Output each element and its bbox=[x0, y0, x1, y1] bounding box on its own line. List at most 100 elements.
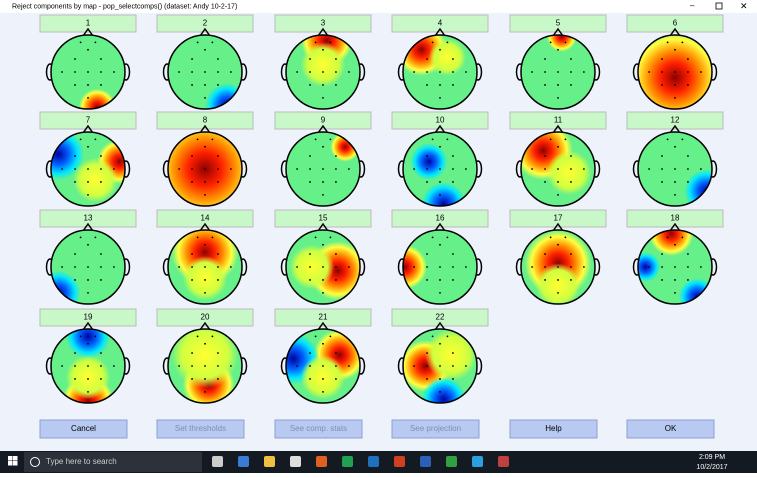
electrode bbox=[196, 236, 199, 239]
electrode bbox=[87, 145, 89, 148]
component-button[interactable] bbox=[274, 209, 372, 228]
component-label: 15 bbox=[319, 214, 328, 223]
component-button[interactable] bbox=[39, 308, 137, 327]
action-button[interactable] bbox=[391, 419, 480, 439]
windows-logo bbox=[13, 461, 18, 466]
electrode bbox=[661, 168, 663, 170]
electrode bbox=[531, 266, 533, 268]
component-button[interactable] bbox=[156, 308, 254, 327]
electrode bbox=[583, 168, 585, 170]
electrode bbox=[74, 365, 76, 367]
field-blob bbox=[546, 35, 577, 52]
electrode bbox=[87, 168, 89, 170]
electrode bbox=[661, 71, 663, 73]
electrode bbox=[439, 243, 441, 246]
component-button[interactable] bbox=[274, 111, 372, 130]
component-label: 22 bbox=[436, 313, 445, 322]
component-button[interactable] bbox=[156, 111, 254, 130]
electrode bbox=[322, 71, 324, 73]
action-button[interactable] bbox=[509, 419, 598, 439]
electrode bbox=[87, 365, 89, 367]
electrode bbox=[100, 71, 102, 73]
electrode bbox=[217, 279, 219, 281]
electrode bbox=[681, 236, 684, 239]
electrode bbox=[465, 168, 467, 170]
electrode bbox=[674, 71, 676, 73]
search-box[interactable] bbox=[24, 452, 202, 472]
component-button[interactable] bbox=[509, 111, 607, 130]
head-outline bbox=[285, 229, 361, 305]
electrode bbox=[191, 71, 193, 73]
component-button[interactable] bbox=[626, 14, 724, 33]
electrode bbox=[439, 97, 441, 99]
electrode bbox=[674, 168, 676, 170]
button-label: Cancel bbox=[71, 424, 96, 433]
component-button[interactable] bbox=[509, 14, 607, 33]
component-button[interactable] bbox=[39, 14, 137, 33]
component-button[interactable] bbox=[156, 209, 254, 228]
component-button[interactable] bbox=[626, 209, 724, 228]
field-blob bbox=[171, 329, 239, 389]
electrode bbox=[439, 365, 441, 367]
electrode bbox=[426, 84, 428, 86]
minimize[interactable]: – bbox=[690, 1, 695, 10]
electrode bbox=[178, 71, 181, 73]
action-button[interactable] bbox=[156, 419, 245, 439]
electrode bbox=[570, 266, 572, 268]
electrode bbox=[329, 236, 332, 239]
electrode bbox=[452, 58, 454, 60]
component-button[interactable] bbox=[626, 111, 724, 130]
electrode bbox=[113, 266, 115, 268]
maximize[interactable] bbox=[715, 2, 723, 10]
electrode bbox=[661, 84, 663, 86]
electrode bbox=[94, 41, 97, 44]
electrode bbox=[661, 266, 663, 268]
component-button[interactable] bbox=[391, 209, 489, 228]
electrode bbox=[413, 266, 415, 268]
electrode bbox=[191, 365, 193, 367]
component-button[interactable] bbox=[391, 308, 489, 327]
electrode bbox=[322, 145, 324, 148]
component-button[interactable] bbox=[391, 14, 489, 33]
electrode bbox=[557, 279, 559, 281]
electrode bbox=[191, 352, 193, 354]
action-button[interactable] bbox=[274, 419, 363, 439]
electrode bbox=[211, 41, 214, 44]
action-button[interactable] bbox=[626, 419, 715, 439]
electrode bbox=[681, 138, 684, 141]
field-blob bbox=[421, 181, 466, 206]
electrode bbox=[413, 71, 415, 73]
electrode bbox=[79, 335, 82, 338]
electrode bbox=[335, 279, 337, 281]
electrode bbox=[178, 266, 181, 268]
electrode bbox=[348, 168, 350, 170]
windows-logo bbox=[13, 456, 18, 461]
nose bbox=[317, 222, 329, 232]
electrode bbox=[570, 71, 572, 73]
electrode bbox=[322, 48, 324, 51]
electrode bbox=[570, 253, 572, 255]
component-label: 12 bbox=[671, 116, 680, 125]
component-button[interactable] bbox=[274, 308, 372, 327]
electrode bbox=[674, 181, 676, 183]
electrode bbox=[661, 253, 663, 255]
nose bbox=[317, 27, 329, 37]
component-button[interactable] bbox=[274, 14, 372, 33]
component-button[interactable] bbox=[39, 111, 137, 130]
action-button[interactable] bbox=[39, 419, 128, 439]
component-button[interactable] bbox=[156, 14, 254, 33]
nose bbox=[82, 124, 94, 134]
electrode bbox=[87, 48, 89, 51]
windows-logo bbox=[8, 461, 13, 466]
electrode bbox=[211, 236, 214, 239]
electrode bbox=[309, 155, 311, 157]
component-button[interactable] bbox=[39, 209, 137, 228]
electrode bbox=[661, 155, 663, 157]
electrode bbox=[452, 352, 454, 354]
component-button[interactable] bbox=[391, 111, 489, 130]
close[interactable]: ✕ bbox=[740, 1, 748, 11]
component-button[interactable] bbox=[509, 209, 607, 228]
head-outline bbox=[167, 328, 243, 404]
